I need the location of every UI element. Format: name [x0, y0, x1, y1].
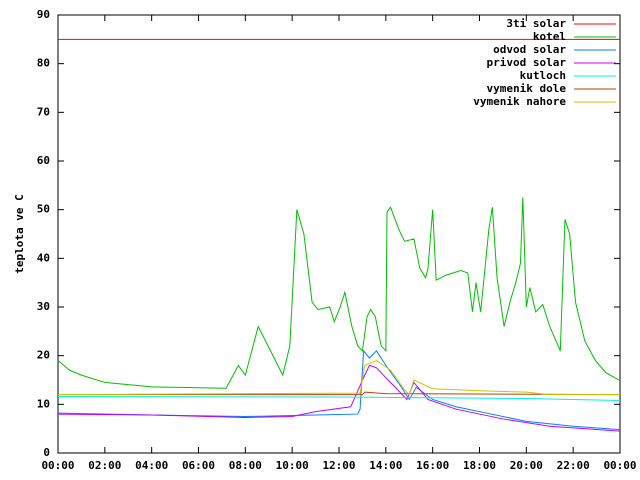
x-tick-label: 00:00 — [41, 459, 74, 472]
x-tick-label: 14:00 — [369, 459, 402, 472]
x-tick-label: 08:00 — [229, 459, 262, 472]
x-tick-label: 18:00 — [463, 459, 496, 472]
x-tick-label: 22:00 — [557, 459, 590, 472]
series-line — [57, 364, 621, 432]
y-tick-label: 0 — [43, 446, 50, 459]
y-axis-label: teplota ve C — [13, 194, 26, 273]
y-tick-label: 50 — [37, 203, 50, 216]
series-line — [57, 359, 620, 396]
x-tick-label: 04:00 — [135, 459, 168, 472]
legend-label: kutloch — [520, 69, 566, 82]
y-tick-label: 70 — [37, 105, 50, 118]
series-line — [57, 197, 620, 389]
legend-label: 3ti solar — [506, 17, 566, 30]
x-tick-label: 10:00 — [276, 459, 309, 472]
x-tick-label: 06:00 — [182, 459, 215, 472]
x-tick-label: 02:00 — [88, 459, 121, 472]
legend-label: odvod solar — [493, 43, 566, 56]
y-tick-label: 40 — [37, 251, 50, 264]
y-tick-label: 80 — [37, 57, 50, 70]
y-tick-label: 20 — [37, 349, 50, 362]
y-tick-label: 90 — [37, 8, 50, 21]
y-tick-label: 30 — [37, 300, 50, 313]
legend-label: privod solar — [487, 56, 567, 69]
series-line — [58, 391, 621, 396]
x-tick-label: 12:00 — [322, 459, 355, 472]
legend-label: vymenik dole — [487, 82, 567, 95]
legend-label: kotel — [533, 30, 566, 43]
x-tick-label: 20:00 — [510, 459, 543, 472]
x-tick-label: 16:00 — [416, 459, 449, 472]
series-line — [57, 349, 621, 431]
series-line — [57, 396, 621, 401]
legend-label: vymenik nahore — [473, 95, 566, 108]
x-tick-label: 00:00 — [603, 459, 636, 472]
y-tick-label: 10 — [37, 397, 50, 410]
y-tick-label: 60 — [37, 154, 50, 167]
